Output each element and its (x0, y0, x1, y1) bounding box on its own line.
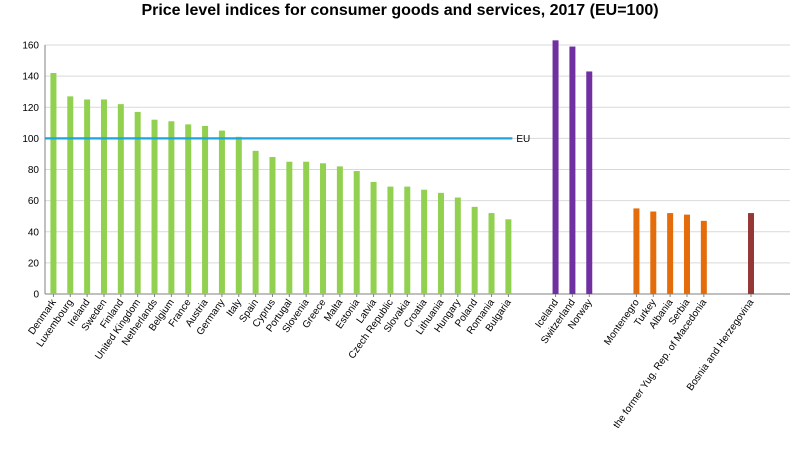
bar-greece (320, 163, 327, 294)
bar-bulgaria (505, 219, 512, 294)
bar-luxembourg (67, 96, 74, 294)
bar-the-former-yug-rep-of-macedonia (700, 220, 707, 294)
bars (50, 40, 755, 295)
bar-hungary (454, 197, 461, 294)
bar-iceland (552, 40, 559, 294)
y-tick-label: 40 (28, 227, 40, 238)
y-tick-label: 100 (22, 134, 39, 145)
bar-latvia (370, 181, 377, 294)
y-tick-label: 140 (22, 72, 39, 83)
bar-ireland (84, 99, 91, 294)
bar-netherlands (151, 119, 158, 294)
bar-bosnia-and-herzegovina (748, 213, 755, 294)
bar-united-kingdom (134, 111, 141, 294)
y-tick-label: 120 (22, 103, 39, 114)
bar-finland (117, 104, 124, 294)
bar-spain (252, 150, 259, 294)
bar-switzerland (569, 46, 576, 295)
bar-albania (667, 213, 674, 294)
bar-sweden (100, 99, 107, 294)
bar-germany (218, 130, 225, 294)
eu-reference: EU (45, 134, 530, 145)
bar-turkey (650, 211, 657, 294)
bar-estonia (353, 171, 360, 294)
y-tick-label: 60 (28, 196, 40, 207)
bar-austria (202, 125, 209, 294)
bar-slovakia (404, 186, 411, 294)
bar-malta (336, 166, 343, 294)
bar-france (185, 124, 192, 295)
bar-norway (586, 71, 593, 294)
bar-serbia (683, 214, 690, 294)
y-tick-label: 80 (28, 165, 40, 176)
y-tick-label: 160 (22, 41, 39, 52)
bar-italy (235, 136, 242, 294)
bar-belgium (168, 121, 175, 294)
chart-title: Price level indices for consumer goods a… (141, 2, 659, 19)
y-tick-label: 20 (28, 258, 40, 269)
bar-slovenia (303, 161, 310, 294)
bar-montenegro (633, 208, 640, 294)
eu-reference-label: EU (516, 134, 530, 145)
category-labels: DenmarkLuxembourgIrelandSwedenFinlandUni… (27, 297, 757, 431)
bar-poland (471, 206, 478, 294)
y-tick-labels: 0 20 40 60 80 100 120 140 160 (22, 41, 39, 301)
bar-lithuania (437, 192, 444, 294)
bar-denmark (50, 73, 57, 294)
bar-cyprus (269, 157, 276, 294)
bar-czech-republic (387, 186, 394, 294)
bar-romania (488, 213, 495, 294)
y-tick-label: 0 (33, 290, 39, 301)
bar-portugal (286, 161, 293, 294)
bar-croatia (421, 189, 428, 294)
